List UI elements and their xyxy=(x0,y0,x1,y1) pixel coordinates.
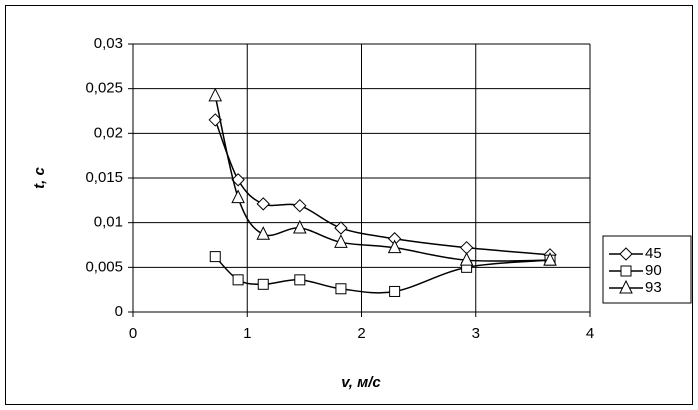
x-axis-title: v, м/с xyxy=(341,374,381,391)
y-tick-label: 0,01 xyxy=(94,214,123,231)
data-point xyxy=(209,251,221,263)
y-tick-label: 0,02 xyxy=(94,124,123,141)
legend-marker xyxy=(620,265,632,277)
legend-label: 45 xyxy=(645,245,662,262)
data-point xyxy=(231,173,245,187)
data-point xyxy=(231,189,245,204)
data-point xyxy=(208,87,223,102)
x-tick-label: 3 xyxy=(472,325,480,342)
data-point xyxy=(257,278,269,290)
data-point xyxy=(294,274,306,286)
x-tick-label: 1 xyxy=(243,325,251,342)
y-tick-label: 0,005 xyxy=(85,258,123,275)
data-point xyxy=(335,283,347,295)
data-point xyxy=(334,221,348,235)
chart-border xyxy=(5,5,693,405)
data-point xyxy=(389,285,401,297)
y-tick-label: 0,025 xyxy=(85,80,123,97)
legend-label: 93 xyxy=(645,279,662,296)
y-tick-label: 0 xyxy=(115,303,123,320)
x-tick-label: 2 xyxy=(357,325,365,342)
legend-marker xyxy=(619,279,633,294)
legend-label: 90 xyxy=(645,262,662,279)
legend-box xyxy=(602,235,692,304)
x-tick-label: 0 xyxy=(129,325,137,342)
data-point xyxy=(256,226,271,240)
y-tick-label: 0,03 xyxy=(94,35,123,52)
legend-marker xyxy=(619,247,633,261)
data-point xyxy=(232,274,244,286)
data-point xyxy=(292,219,307,234)
x-tick-label: 4 xyxy=(586,325,594,342)
data-point xyxy=(293,198,307,213)
y-tick-label: 0,015 xyxy=(85,169,123,186)
data-point xyxy=(387,239,402,254)
data-point xyxy=(543,252,557,266)
y-axis-title: t, c xyxy=(31,167,48,189)
data-point xyxy=(256,197,270,211)
data-point xyxy=(334,234,348,248)
data-point xyxy=(459,252,474,266)
